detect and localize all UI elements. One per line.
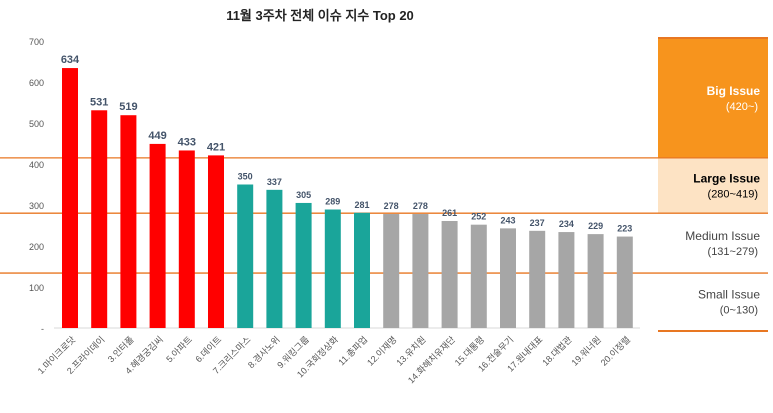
y-tick-label: 400: [29, 160, 44, 170]
y-tick-label: 200: [29, 242, 44, 252]
band-large-issue: [658, 157, 768, 214]
bar: [529, 230, 546, 328]
data-label: 281: [354, 200, 369, 210]
band-name: Big Issue: [707, 84, 761, 98]
y-tick-label: -: [41, 324, 44, 334]
data-label: 278: [413, 201, 428, 211]
bar: [558, 232, 575, 328]
bar: [295, 202, 312, 328]
y-tick-label: 300: [29, 201, 44, 211]
bar: [441, 220, 458, 328]
x-tick-label: 5.아파트: [164, 334, 194, 364]
data-label: 337: [267, 177, 282, 187]
bar: [149, 143, 166, 328]
bar: [208, 155, 224, 328]
y-tick-label: 600: [29, 78, 44, 88]
data-label: 421: [207, 141, 225, 153]
x-tick-label: 11.총파업: [336, 334, 369, 367]
data-label: 305: [296, 190, 311, 200]
data-label: 519: [119, 101, 137, 113]
bar: [62, 68, 78, 328]
band-medium-issue: [658, 213, 768, 274]
band-range: (131~279): [708, 246, 758, 258]
bar: [354, 212, 370, 328]
band-name: Small Issue: [698, 288, 760, 302]
band-range: (0~130): [720, 305, 758, 317]
band-name: Large Issue: [693, 172, 760, 186]
band-name: Medium Issue: [685, 229, 760, 243]
band-range: (420~): [726, 101, 758, 113]
data-label: 634: [61, 54, 80, 66]
data-label: 350: [238, 172, 253, 182]
chart-title: 11월 3주차 전체 이슈 지수 Top 20: [226, 8, 414, 23]
x-tick-label: 18.대법관: [540, 334, 573, 367]
y-tick-label: 100: [29, 283, 44, 293]
data-label: 223: [617, 224, 632, 234]
data-label: 289: [325, 197, 340, 207]
bar: [616, 236, 633, 328]
x-tick-label: 12.이재명: [365, 334, 398, 367]
bar: [91, 110, 108, 328]
bar: [383, 214, 400, 328]
data-label: 234: [559, 219, 574, 229]
data-label: 243: [500, 215, 515, 225]
x-tick-label: 19.워너원: [570, 334, 603, 367]
bar: [587, 234, 604, 328]
bar: [237, 184, 254, 328]
bar: [500, 228, 516, 328]
data-label: 531: [90, 96, 108, 108]
bar: [324, 209, 341, 328]
band-small-issue: [658, 273, 768, 330]
y-tick-label: 700: [29, 37, 44, 47]
bar: [470, 224, 487, 328]
bar: [178, 150, 195, 328]
band-big-issue: [658, 38, 768, 158]
data-label: 252: [471, 212, 486, 222]
y-tick-label: 500: [29, 119, 44, 129]
bar: [120, 115, 137, 329]
data-label: 237: [530, 218, 545, 228]
bar: [412, 214, 429, 328]
data-label: 449: [148, 130, 166, 142]
band-range: (280~419): [708, 189, 758, 201]
data-label: 433: [178, 136, 196, 148]
bar: [266, 189, 283, 328]
data-label: 261: [442, 208, 457, 218]
data-label: 278: [384, 201, 399, 211]
x-tick-label: 20.이정렬: [599, 334, 632, 367]
data-label: 229: [588, 221, 603, 231]
